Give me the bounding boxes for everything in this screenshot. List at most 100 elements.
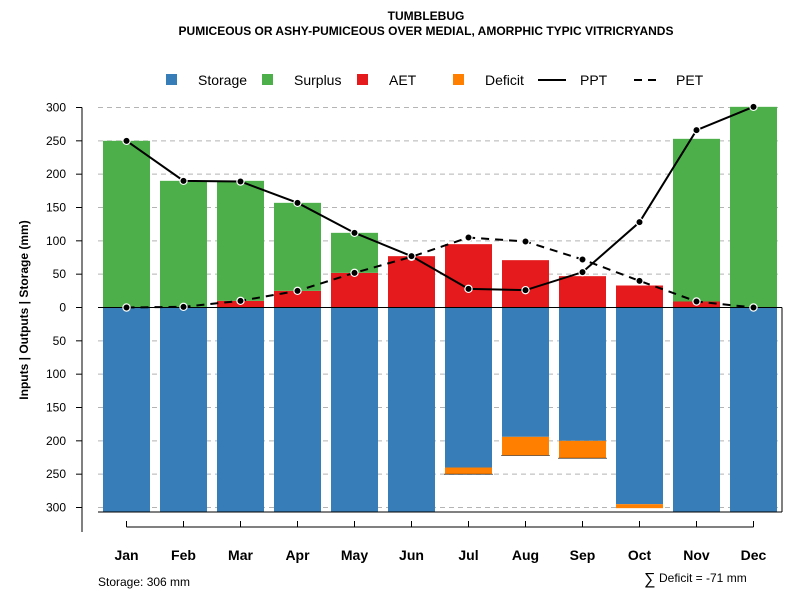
x-tick-label: Oct xyxy=(628,547,652,563)
point-ppt xyxy=(749,102,758,112)
bar-storage xyxy=(331,307,378,512)
legend-label-aet: AET xyxy=(389,72,417,88)
point-pet xyxy=(635,276,644,286)
bar-surplus xyxy=(673,138,720,302)
axes: 300 250 200 150 100 50 0 50 100 150 200 250 300 Jan Fe… xyxy=(46,101,767,564)
point-pet xyxy=(293,286,302,296)
bars xyxy=(98,106,783,513)
x-tick-label: Jun xyxy=(399,547,424,563)
bar-storage xyxy=(616,307,663,505)
y-tick-label: 150 xyxy=(46,401,66,415)
point-pet xyxy=(350,268,359,278)
legend-swatch-aet xyxy=(357,74,368,85)
bar-surplus xyxy=(730,106,777,308)
footnote-storage: Storage: 306 mm xyxy=(98,575,190,589)
legend-swatch-deficit xyxy=(453,74,464,85)
x-tick-label: Jul xyxy=(458,547,478,563)
point-ppt xyxy=(692,125,701,135)
legend-swatch-storage xyxy=(166,74,177,85)
legend-label-storage: Storage xyxy=(198,72,247,88)
bar-storage xyxy=(730,307,777,512)
y-tick-label: 250 xyxy=(46,467,66,481)
x-tick-label: Jan xyxy=(114,547,138,563)
point-ppt xyxy=(521,285,530,295)
legend-label-surplus: Surplus xyxy=(294,72,341,88)
bar-deficit xyxy=(445,467,492,475)
x-tick-label: Aug xyxy=(512,547,539,563)
y-tick-label: 200 xyxy=(46,167,66,181)
bar-surplus xyxy=(274,202,321,291)
y-tick-label: 200 xyxy=(46,434,66,448)
bar-deficit xyxy=(616,504,663,509)
bar-aet xyxy=(388,256,435,308)
point-ppt xyxy=(350,228,359,238)
y-axis-label: Inputs | Outputs | Storage (mm) xyxy=(17,220,31,399)
legend-label-ppt: PPT xyxy=(580,72,608,88)
series-lines xyxy=(122,102,758,312)
bar-storage xyxy=(445,307,492,468)
point-pet xyxy=(578,255,587,264)
bar-storage xyxy=(673,307,720,512)
bar-storage xyxy=(160,307,207,512)
y-tick-label: 300 xyxy=(46,101,66,115)
bar-storage xyxy=(388,307,435,512)
legend-label-deficit: Deficit xyxy=(485,72,524,88)
x-tick-label: Nov xyxy=(683,547,710,563)
line-ppt xyxy=(125,105,754,292)
point-pet xyxy=(749,303,758,312)
point-ppt xyxy=(122,136,131,146)
chart-legend: Storage Surplus AET Deficit PPT PET xyxy=(166,72,704,88)
gridlines xyxy=(98,107,782,508)
x-tick-label: Feb xyxy=(171,547,196,563)
point-pet xyxy=(179,302,188,312)
bar-deficit xyxy=(559,440,606,459)
point-ppt xyxy=(407,251,416,261)
bar-storage xyxy=(559,307,606,441)
y-tick-label: 50 xyxy=(53,334,67,348)
footnote-deficit: Deficit = -71 mm xyxy=(659,571,747,585)
point-pet xyxy=(236,296,245,306)
bar-storage xyxy=(217,307,264,512)
bar-aet xyxy=(445,244,492,308)
point-ppt xyxy=(236,177,245,186)
footnote-deficit-symbol: ∑ xyxy=(644,571,655,588)
y-tick-label: 300 xyxy=(46,501,66,515)
legend-swatch-surplus xyxy=(262,74,273,85)
y-tick-label: 50 xyxy=(53,267,67,281)
x-tick-label: Apr xyxy=(285,547,310,563)
bar-surplus xyxy=(217,180,264,301)
y-tick-label: 150 xyxy=(46,201,66,215)
x-tick-label: May xyxy=(341,547,368,563)
point-ppt xyxy=(635,217,644,227)
point-pet xyxy=(521,237,530,246)
bar-storage xyxy=(274,307,321,512)
x-tick-label: Sep xyxy=(570,547,596,563)
point-ppt xyxy=(293,198,302,208)
legend-label-pet: PET xyxy=(676,72,704,88)
y-tick-label: 0 xyxy=(59,301,66,315)
bar-storage xyxy=(103,307,150,512)
bar-aet xyxy=(559,276,606,308)
point-ppt xyxy=(578,267,587,277)
point-pet xyxy=(122,303,131,312)
bar-deficit xyxy=(502,436,549,456)
x-tick-label: Dec xyxy=(741,547,767,563)
y-tick-label: 250 xyxy=(46,134,66,148)
x-tick-label: Mar xyxy=(228,547,253,563)
point-pet xyxy=(464,233,473,242)
bar-aet xyxy=(274,290,321,308)
point-ppt xyxy=(464,284,473,294)
bar-storage xyxy=(502,307,549,437)
y-tick-label: 100 xyxy=(46,234,66,248)
chart-title: TUMBLEBUG xyxy=(388,9,465,23)
bar-aet xyxy=(616,285,663,308)
bar-surplus xyxy=(103,140,150,308)
chart-subtitle: PUMICEOUS OR ASHY-PUMICEOUS OVER MEDIAL,… xyxy=(179,24,674,38)
bar-surplus xyxy=(160,180,207,308)
point-pet xyxy=(692,297,701,306)
y-tick-label: 100 xyxy=(46,367,66,381)
point-ppt xyxy=(179,176,188,186)
line-pet xyxy=(126,236,754,309)
bar-aet xyxy=(502,260,549,308)
